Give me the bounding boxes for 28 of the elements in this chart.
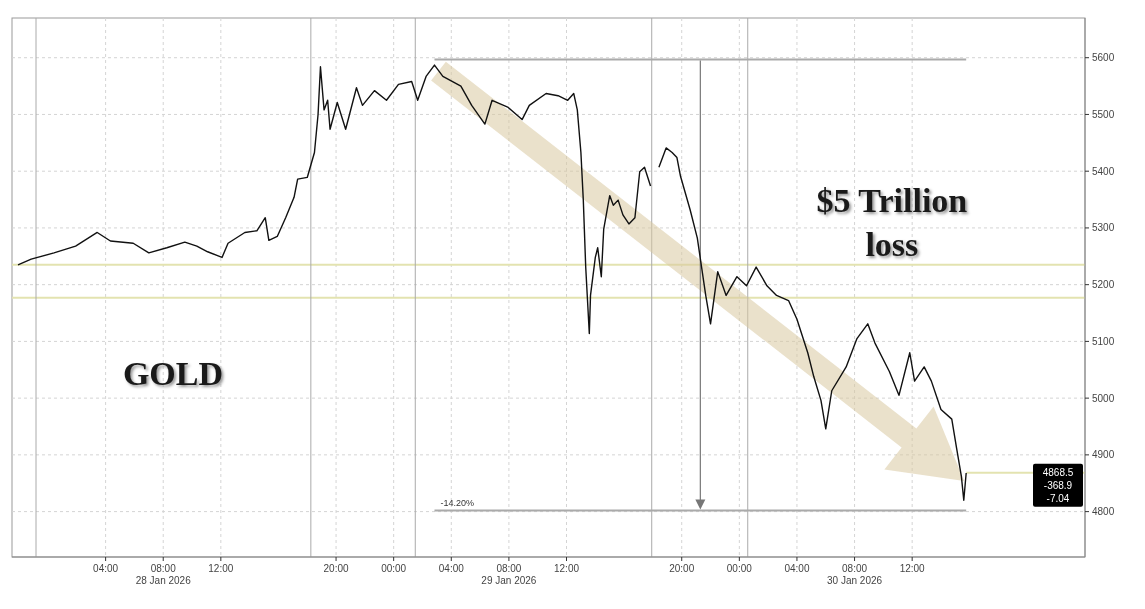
x-tick-label: 12:00 [553, 563, 580, 574]
y-tick-label: 5300 [1092, 222, 1115, 234]
annotation: $5 Trillion loss [816, 182, 968, 264]
x-tick-label: 12:00 [208, 563, 234, 574]
annotation: -14.20% [440, 498, 475, 509]
x-tick-label: 00:00 [381, 563, 407, 574]
x-tick-label: 12:00 [899, 563, 926, 574]
x-tick-label: 04:00 [93, 563, 119, 574]
x-tick-label: 20:00 [669, 563, 695, 574]
annotation: GOLD [122, 354, 224, 392]
x-tick-label: 08:00 29 Jan 2026 [481, 563, 537, 586]
x-tick-label: 08:00 28 Jan 2026 [135, 563, 192, 586]
y-tick-label: 4800 [1092, 506, 1115, 518]
y-tick-label: 5200 [1092, 279, 1115, 291]
ref-line-label: 4868.5 [1042, 466, 1074, 478]
x-tick-label: 20:00 [323, 563, 350, 574]
y-tick-label: 4900 [1092, 449, 1115, 461]
annotation: -368.9 [1043, 479, 1073, 491]
y-tick-label: 5400 [1092, 165, 1115, 177]
x-tick-label: 04:00 [438, 563, 465, 574]
y-tick-label: 5100 [1092, 335, 1115, 347]
x-tick-label: 00:00 [726, 563, 753, 574]
annotation: -7.04 [1046, 492, 1070, 504]
y-tick-label: 5500 [1092, 108, 1115, 120]
x-tick-label: 08:00 30 Jan 2026 [827, 563, 883, 586]
y-tick-label: 5600 [1092, 52, 1115, 64]
y-tick-label: 5000 [1092, 392, 1115, 404]
x-tick-label: 04:00 [784, 563, 810, 574]
